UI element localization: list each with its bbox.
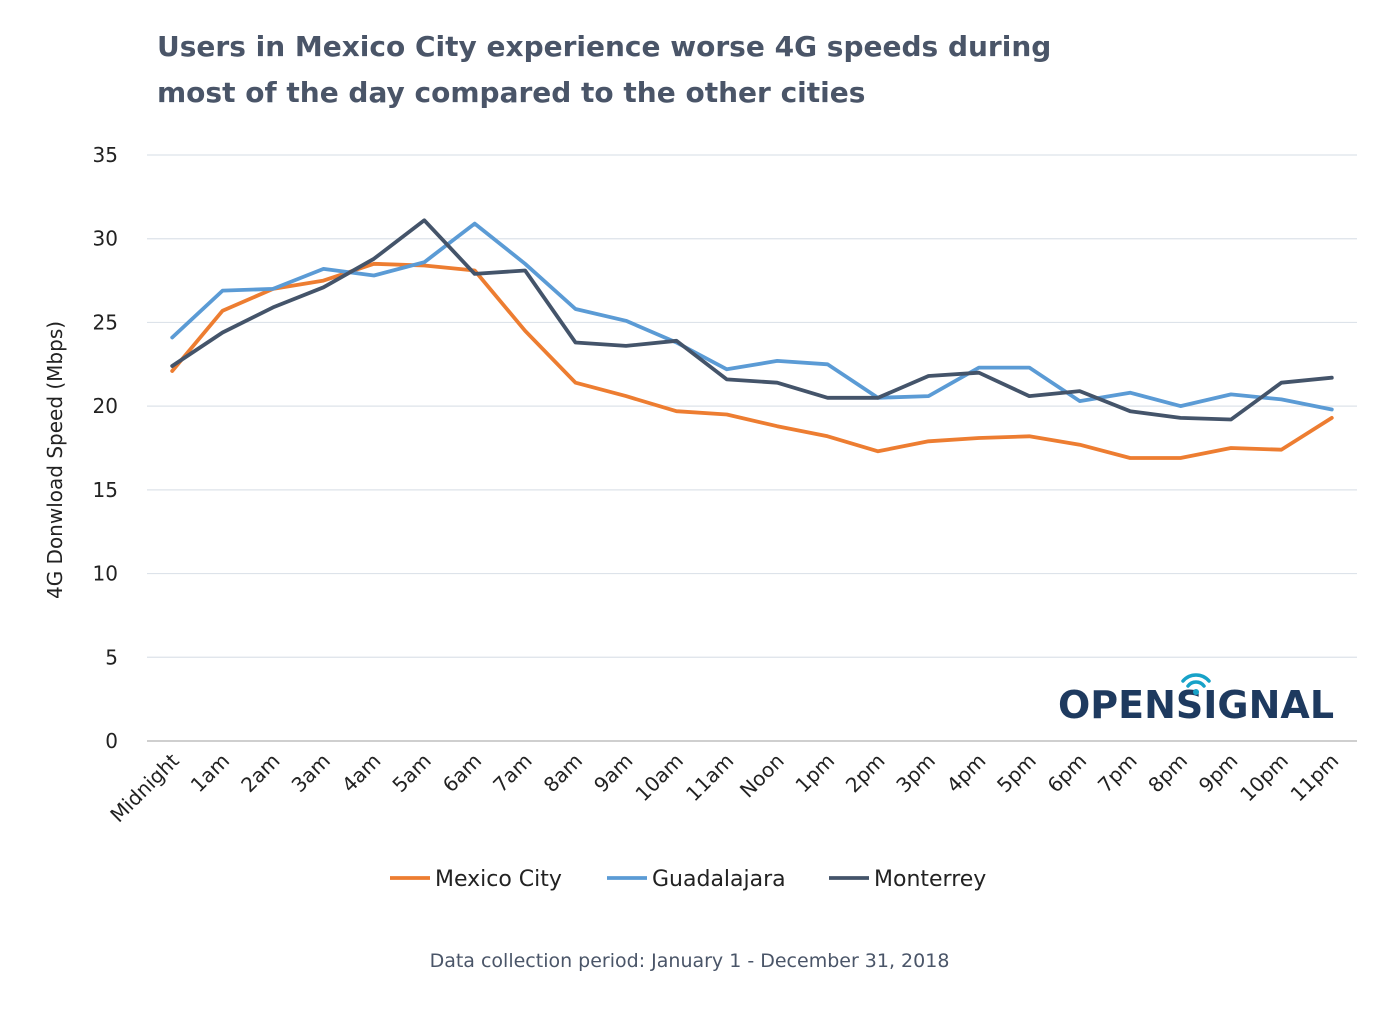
- series-line-guadalajara: [170, 221, 1334, 412]
- series-line-monterrey: [170, 218, 1334, 422]
- y-tick-label: 15: [93, 478, 118, 502]
- series-line-mexico-city: [170, 261, 1334, 460]
- x-tick-labels: Midnight 1am 2am 3am 4am 5am 6am 7am 8am 9am10am1…: [105, 748, 1343, 827]
- legend: Mexico City Guadalajara Monterrey: [390, 867, 986, 892]
- y-tick-label: 0: [105, 729, 118, 753]
- x-tick-label: 3pm: [891, 749, 940, 798]
- x-tick-label: 5pm: [992, 749, 1041, 798]
- x-tick-label: 3am: [287, 749, 335, 797]
- x-tick-label: 10pm: [1235, 749, 1293, 807]
- x-tick-label: 8am: [539, 749, 587, 797]
- x-tick-label: 8pm: [1143, 749, 1192, 798]
- y-tick-label: 30: [93, 227, 118, 251]
- x-tick-label: 6pm: [1043, 749, 1092, 798]
- x-tick-label: 1pm: [790, 749, 839, 798]
- x-tick-label: 2am: [236, 749, 284, 797]
- x-tick-label: Midnight: [105, 748, 184, 827]
- x-tick-label: 4am: [337, 749, 385, 797]
- x-tick-label: 6am: [438, 749, 486, 797]
- opensignal-logo: OPENSIGNAL: [1058, 673, 1334, 727]
- legend-label-mexico-city: Mexico City: [435, 867, 562, 892]
- title-line-1: Users in Mexico City experience worse 4G…: [157, 30, 1052, 63]
- y-tick-label: 20: [93, 394, 118, 418]
- x-tick-label: 7am: [488, 749, 536, 797]
- footnote: Data collection period: January 1 - Dece…: [429, 950, 950, 972]
- y-tick-label: 35: [93, 143, 118, 167]
- gridlines: [147, 154, 1357, 742]
- x-tick-label: 2pm: [841, 749, 890, 798]
- x-tick-label: 11am: [681, 749, 738, 806]
- y-tick-label: 10: [93, 562, 118, 586]
- x-tick-label: 7pm: [1093, 749, 1142, 798]
- x-tick-label: 11pm: [1286, 749, 1344, 807]
- x-tick-label: 1am: [186, 749, 234, 797]
- series-lines: [170, 218, 1334, 460]
- x-tick-label: 10am: [631, 749, 688, 806]
- x-tick-label: 5am: [387, 749, 435, 797]
- y-tick-labels: 0 5 10 15 20 25 30 35: [93, 143, 118, 753]
- legend-label-guadalajara: Guadalajara: [652, 867, 786, 892]
- y-axis-label: 4G Donwload Speed (Mbps): [43, 321, 67, 599]
- signal-icon: [1181, 673, 1211, 695]
- y-tick-label: 5: [105, 645, 118, 669]
- chart-title: Users in Mexico City experience worse 4G…: [157, 24, 1157, 116]
- x-tick-label: 4pm: [942, 749, 991, 798]
- x-tick-label: Noon: [735, 749, 789, 803]
- y-tick-label: 25: [93, 310, 118, 334]
- legend-label-monterrey: Monterrey: [874, 867, 986, 892]
- title-line-2: most of the day compared to the other ci…: [157, 76, 866, 109]
